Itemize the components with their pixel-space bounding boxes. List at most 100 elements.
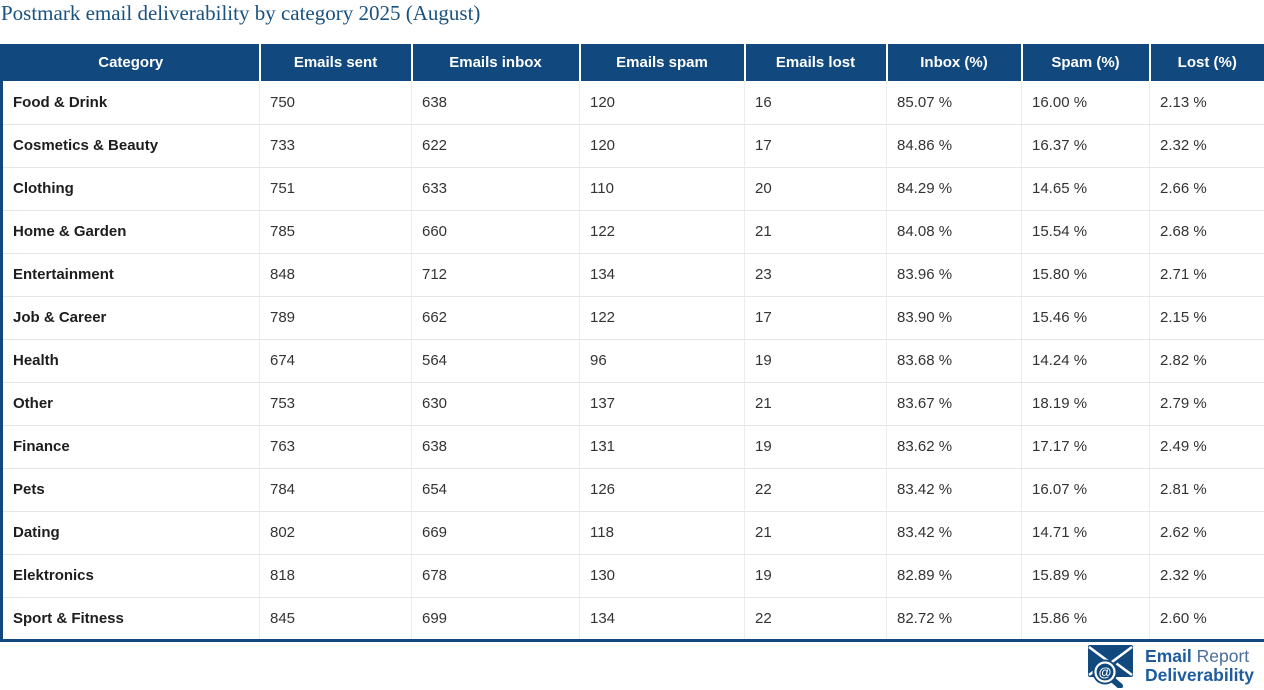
value-cell: 83.96 % [887,253,1022,296]
value-cell: 802 [260,511,412,554]
page-title: Postmark email deliverability by categor… [0,0,1264,44]
category-cell: Finance [2,425,260,468]
value-cell: 84.29 % [887,167,1022,210]
value-cell: 21 [745,511,887,554]
value-cell: 21 [745,382,887,425]
value-cell: 21 [745,210,887,253]
value-cell: 17 [745,124,887,167]
value-cell: 16.07 % [1022,468,1150,511]
value-cell: 17 [745,296,887,339]
value-cell: 2.32 % [1150,554,1264,597]
value-cell: 848 [260,253,412,296]
value-cell: 85.07 % [887,81,1022,124]
value-cell: 678 [412,554,580,597]
value-cell: 134 [580,597,745,640]
value-cell: 134 [580,253,745,296]
value-cell: 2.82 % [1150,339,1264,382]
logo-text: Email Report Deliverability [1145,647,1254,685]
value-cell: 2.79 % [1150,382,1264,425]
value-cell: 638 [412,81,580,124]
column-header: Emails lost [745,44,887,81]
value-cell: 712 [412,253,580,296]
value-cell: 674 [260,339,412,382]
category-cell: Pets [2,468,260,511]
column-header: Category [2,44,260,81]
value-cell: 83.42 % [887,468,1022,511]
value-cell: 2.68 % [1150,210,1264,253]
value-cell: 750 [260,81,412,124]
value-cell: 83.62 % [887,425,1022,468]
value-cell: 630 [412,382,580,425]
value-cell: 120 [580,124,745,167]
value-cell: 137 [580,382,745,425]
category-cell: Clothing [2,167,260,210]
svg-text:@: @ [1099,664,1112,679]
email-report-deliverability-logo[interactable]: @ Email Report Deliverability [1087,644,1254,688]
value-cell: 22 [745,597,887,640]
value-cell: 2.60 % [1150,597,1264,640]
value-cell: 83.90 % [887,296,1022,339]
value-cell: 2.66 % [1150,167,1264,210]
value-cell: 131 [580,425,745,468]
value-cell: 130 [580,554,745,597]
value-cell: 16.00 % [1022,81,1150,124]
value-cell: 14.65 % [1022,167,1150,210]
value-cell: 751 [260,167,412,210]
value-cell: 126 [580,468,745,511]
category-cell: Dating [2,511,260,554]
value-cell: 110 [580,167,745,210]
category-cell: Other [2,382,260,425]
category-cell: Job & Career [2,296,260,339]
logo-word-email: Email [1145,646,1192,666]
value-cell: 82.72 % [887,597,1022,640]
column-header: Emails spam [580,44,745,81]
column-header: Lost (%) [1150,44,1264,81]
value-cell: 2.62 % [1150,511,1264,554]
value-cell: 638 [412,425,580,468]
value-cell: 2.32 % [1150,124,1264,167]
value-cell: 564 [412,339,580,382]
category-cell: Entertainment [2,253,260,296]
value-cell: 84.08 % [887,210,1022,253]
value-cell: 784 [260,468,412,511]
value-cell: 763 [260,425,412,468]
value-cell: 19 [745,554,887,597]
column-header: Emails inbox [412,44,580,81]
value-cell: 662 [412,296,580,339]
value-cell: 83.68 % [887,339,1022,382]
logo-word-deliverability: Deliverability [1145,666,1254,685]
value-cell: 14.71 % [1022,511,1150,554]
column-header: Emails sent [260,44,412,81]
value-cell: 15.89 % [1022,554,1150,597]
value-cell: 22 [745,468,887,511]
value-cell: 122 [580,210,745,253]
value-cell: 654 [412,468,580,511]
category-cell: Food & Drink [2,81,260,124]
column-header: Spam (%) [1022,44,1150,81]
value-cell: 633 [412,167,580,210]
value-cell: 15.86 % [1022,597,1150,640]
value-cell: 2.15 % [1150,296,1264,339]
value-cell: 845 [260,597,412,640]
value-cell: 18.19 % [1022,382,1150,425]
logo-word-report: Report [1197,646,1250,666]
value-cell: 660 [412,210,580,253]
value-cell: 14.24 % [1022,339,1150,382]
value-cell: 23 [745,253,887,296]
column-header: Inbox (%) [887,44,1022,81]
value-cell: 2.81 % [1150,468,1264,511]
value-cell: 2.71 % [1150,253,1264,296]
value-cell: 82.89 % [887,554,1022,597]
value-cell: 2.49 % [1150,425,1264,468]
